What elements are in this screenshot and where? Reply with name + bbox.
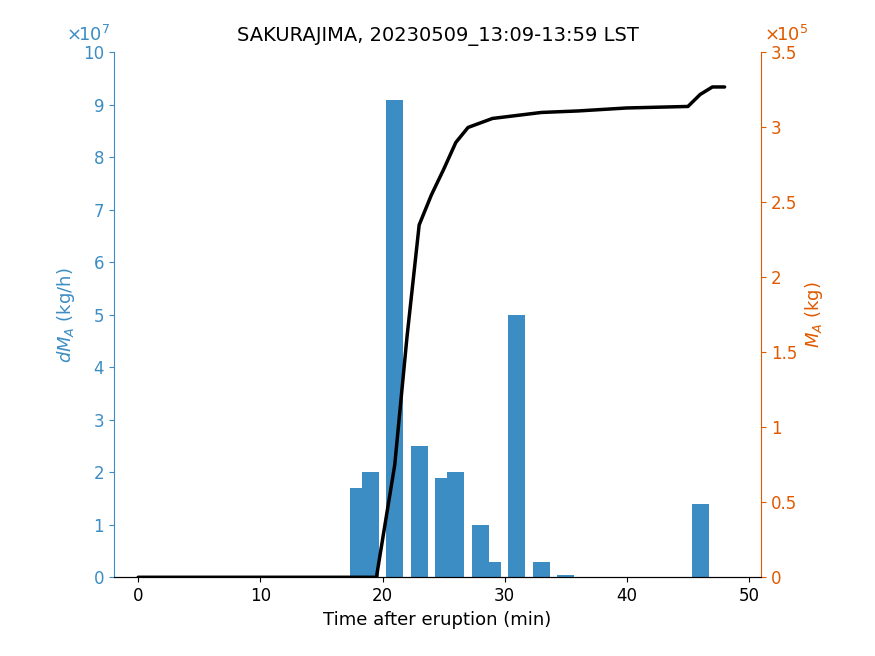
Y-axis label: $M_A$ (kg): $M_A$ (kg) <box>803 281 825 348</box>
Bar <box>557 575 574 577</box>
Bar <box>349 488 367 577</box>
Bar <box>410 446 428 577</box>
Bar <box>386 100 403 577</box>
Bar <box>533 562 550 577</box>
Bar <box>361 472 379 577</box>
Text: $\times\!10^7$: $\times\!10^7$ <box>66 24 110 45</box>
Bar <box>472 525 489 577</box>
X-axis label: Time after eruption (min): Time after eruption (min) <box>324 611 551 628</box>
Bar <box>508 315 526 577</box>
Y-axis label: $dM_A$ (kg/h): $dM_A$ (kg/h) <box>55 267 77 363</box>
Title: SAKURAJIMA, 20230509_13:09-13:59 LST: SAKURAJIMA, 20230509_13:09-13:59 LST <box>236 28 639 47</box>
Bar <box>691 504 709 577</box>
Bar <box>447 472 465 577</box>
Text: $\times\!10^5$: $\times\!10^5$ <box>765 24 808 45</box>
Bar <box>484 562 501 577</box>
Bar <box>435 478 452 577</box>
